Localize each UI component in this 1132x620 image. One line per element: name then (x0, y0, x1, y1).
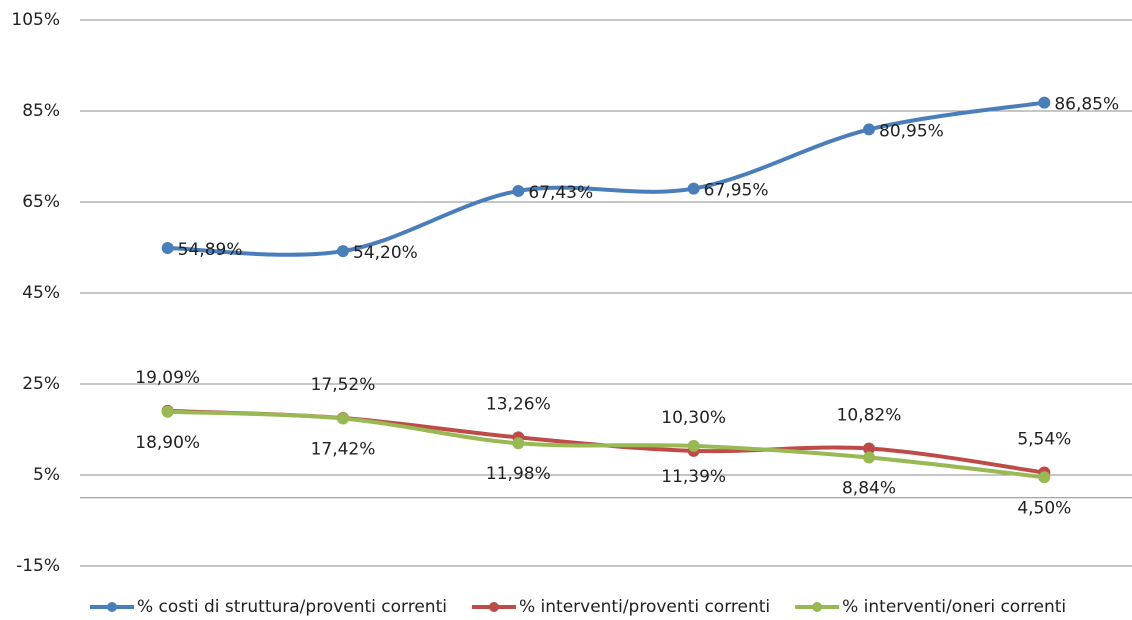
legend-label: % interventi/oneri correnti (842, 597, 1066, 617)
data-point (1038, 96, 1051, 109)
data-label: 80,95% (879, 121, 944, 141)
data-point (863, 451, 875, 464)
legend-item: % costi di struttura/proventi correnti (90, 597, 447, 617)
data-point (337, 245, 349, 258)
data-label: 11,39% (661, 467, 726, 487)
data-label: 10,82% (837, 406, 902, 426)
y-tick-label: -15% (16, 556, 60, 576)
y-tick-label: 45% (22, 283, 60, 303)
data-label: 17,52% (311, 375, 376, 395)
legend-label: % interventi/proventi correnti (519, 597, 770, 617)
series-line (165, 409, 1047, 480)
data-label: 17,42% (311, 439, 376, 459)
data-label: 86,85% (1054, 95, 1119, 115)
legend-marker (488, 602, 499, 612)
data-label: 54,20% (353, 243, 418, 263)
y-tick-label: 65% (22, 192, 60, 212)
data-label: 13,26% (486, 394, 551, 414)
data-label: 54,89% (178, 240, 243, 260)
data-point (512, 437, 525, 450)
legend-marker (107, 602, 117, 612)
y-tick-label: 25% (22, 374, 60, 394)
data-point (687, 439, 700, 452)
data-label: 67,95% (704, 181, 769, 201)
data-point (161, 405, 174, 418)
y-tick-label: 85% (22, 101, 60, 121)
data-label: 4,50% (1017, 498, 1071, 518)
data-label: 67,43% (528, 183, 593, 203)
data-point (512, 184, 525, 197)
data-point (687, 182, 700, 195)
legend-item: % interventi/proventi correnti (471, 597, 770, 617)
legend-marker (812, 602, 823, 612)
data-label: 11,98% (486, 464, 551, 484)
data-point (863, 123, 875, 136)
data-label: 8,84% (842, 479, 896, 499)
legend-item: % interventi/oneri correnti (795, 597, 1066, 617)
data-label: 18,90% (135, 433, 200, 453)
data-point (337, 412, 349, 425)
data-point (1038, 471, 1051, 484)
y-tick-label: 5% (33, 465, 60, 485)
data-point (161, 242, 174, 255)
y-tick-label: 105% (11, 10, 60, 30)
series-line (165, 100, 1047, 257)
data-label: 10,30% (661, 408, 726, 428)
data-label: 19,09% (135, 368, 200, 388)
legend-label: % costi di struttura/proventi correnti (137, 597, 447, 617)
data-label: 5,54% (1017, 430, 1071, 450)
data-point (863, 442, 875, 455)
